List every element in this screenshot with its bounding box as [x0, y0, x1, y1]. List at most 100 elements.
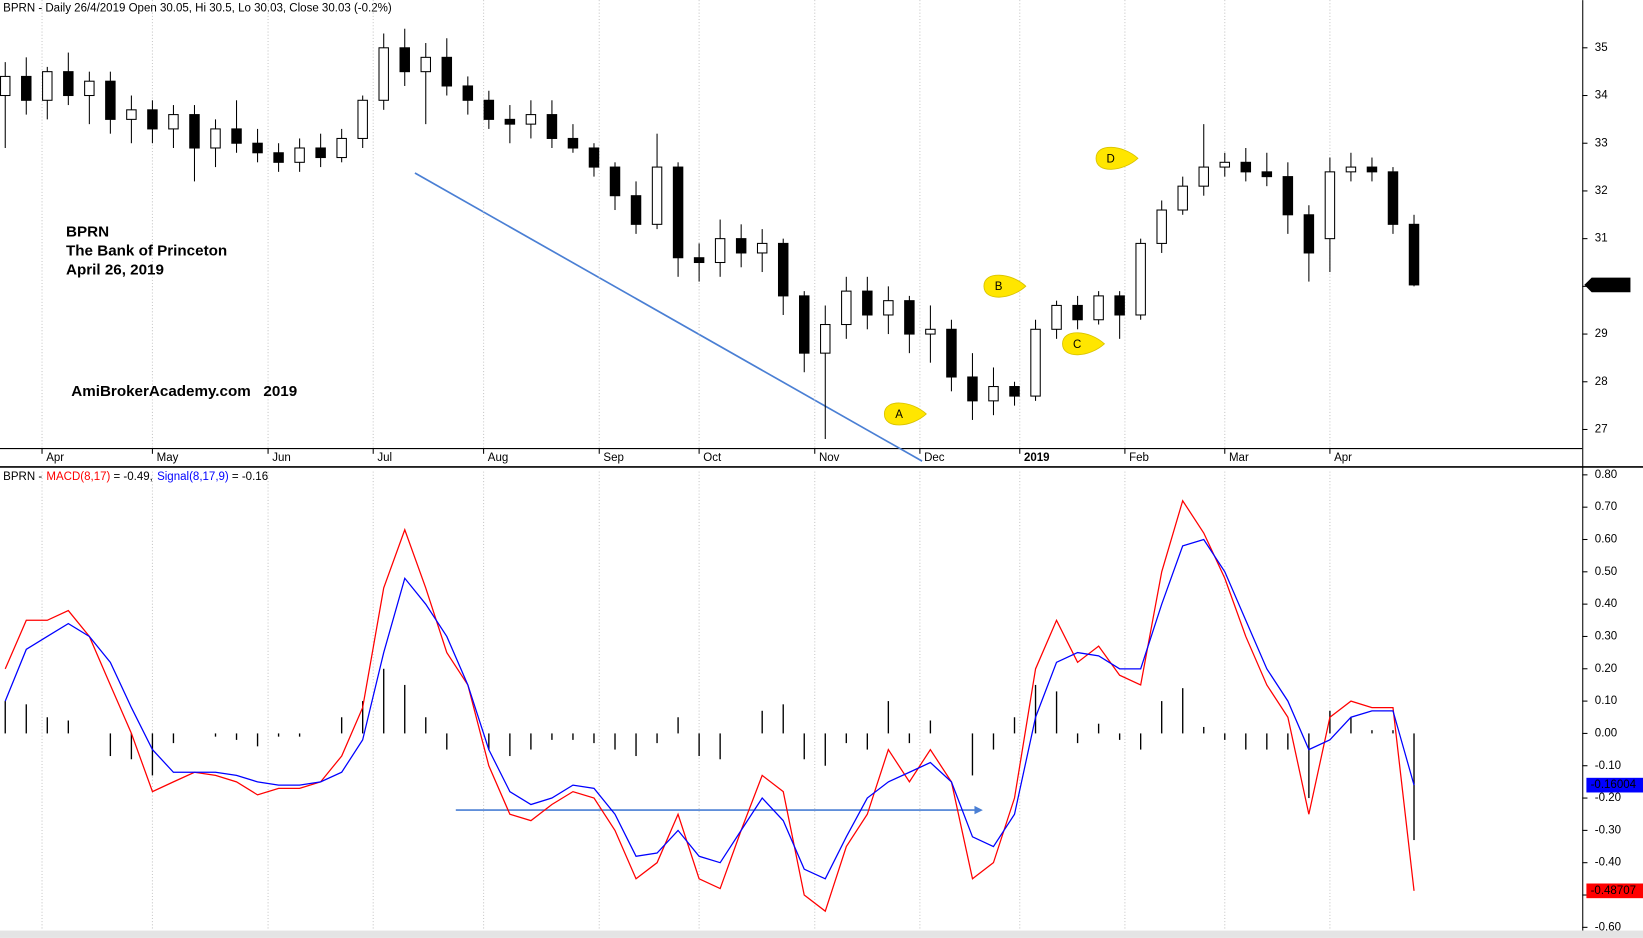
candle-body — [841, 290, 852, 326]
y-tick-label: 0.70 — [1595, 501, 1617, 513]
x-tick-label: Jun — [272, 452, 291, 464]
y-tick-label: 0.10 — [1595, 695, 1617, 707]
x-tick-label: Nov — [819, 452, 840, 464]
y-tick-label: 0.00 — [1595, 727, 1617, 739]
candle-body — [820, 323, 831, 354]
candle-body — [1366, 166, 1378, 173]
y-tick-label: 0.60 — [1595, 534, 1617, 546]
chart-title: BPRN - Daily 26/4/2019 Open 30.05, Hi 30… — [3, 3, 392, 15]
candle-body — [252, 142, 263, 154]
price-tag-label: 30.03 — [1593, 279, 1622, 291]
candle-body — [105, 80, 116, 120]
candle-body — [525, 114, 537, 125]
candle-body — [883, 300, 894, 316]
marker-label: A — [895, 409, 903, 421]
candle-body — [504, 118, 516, 125]
y-tick-label: -0.20 — [1595, 792, 1621, 804]
y-tick-label: 33 — [1595, 137, 1608, 149]
macd-title-part: = -0.49, — [114, 471, 153, 483]
macd-title-part: = -0.16 — [232, 471, 268, 483]
annotation: The Bank of Princeton — [66, 243, 227, 260]
macd-title-part: BPRN - — [3, 471, 42, 483]
candle-body — [357, 99, 368, 139]
y-tick-label: -0.30 — [1595, 824, 1621, 836]
trend-line — [414, 172, 923, 462]
candle-body — [483, 99, 495, 120]
macd-title-part: MACD(8,17) — [46, 471, 110, 483]
candle-body — [1387, 171, 1399, 225]
candle-body — [925, 328, 936, 335]
candle-body — [1303, 214, 1315, 254]
candle-body — [1009, 386, 1020, 397]
candle-body — [756, 242, 768, 254]
x-tick-label: May — [157, 452, 179, 464]
candle-body — [609, 166, 621, 197]
marker-label: B — [995, 281, 1003, 293]
candle-body — [147, 109, 158, 130]
annotation: BPRN — [66, 224, 109, 241]
macd-title: BPRN - MACD(8,17) = -0.49, Signal(8,17,9) = … — [3, 471, 268, 483]
candle-body — [967, 376, 978, 402]
marker-bubble — [1062, 332, 1106, 356]
candle-body — [862, 290, 873, 316]
marker-bubble — [1095, 146, 1139, 170]
candle-body — [378, 47, 389, 101]
candle-body — [567, 137, 579, 149]
candle-body — [84, 80, 95, 97]
candle-body — [336, 137, 347, 159]
candle-body — [420, 56, 432, 73]
candle-body — [588, 147, 600, 168]
marker-bubble — [983, 274, 1027, 298]
y-tick-label: 34 — [1595, 90, 1608, 102]
candle-body — [714, 238, 726, 264]
candle-body — [189, 114, 200, 149]
candle-body — [651, 166, 663, 225]
candle-body — [1219, 161, 1231, 168]
y-tick-label: 35 — [1595, 42, 1608, 54]
candle-body — [1198, 166, 1209, 187]
candle-body — [315, 147, 326, 159]
candle-body — [1051, 304, 1062, 330]
candle-body — [1324, 171, 1336, 240]
y-tick-label: 29 — [1595, 328, 1608, 340]
x-tick-label: Oct — [703, 452, 722, 464]
y-tick-label: 32 — [1595, 185, 1608, 197]
marker-bubble — [883, 402, 927, 426]
candle-body — [1282, 176, 1294, 216]
value-tag — [1586, 883, 1643, 899]
candle-body — [441, 56, 453, 87]
x-tick-label: Dec — [924, 452, 945, 464]
candle-body — [1177, 185, 1188, 211]
candle-body — [1240, 161, 1252, 173]
arrow-head — [974, 805, 983, 815]
annotation: April 26, 2019 — [66, 261, 164, 278]
candle-body — [904, 300, 915, 335]
candle-body — [63, 71, 74, 97]
y-tick-label: -0.10 — [1595, 760, 1621, 772]
y-tick-label: 0.50 — [1595, 566, 1617, 578]
x-tick-label: Mar — [1229, 452, 1249, 464]
y-tick-label: -0.60 — [1595, 921, 1621, 933]
candle-body — [1261, 171, 1273, 178]
y-tick-label: 27 — [1595, 424, 1608, 436]
x-tick-label: Feb — [1129, 452, 1149, 464]
candle-body — [630, 195, 642, 225]
candle-body — [126, 109, 137, 120]
value-tag — [1586, 777, 1643, 793]
candle-body — [399, 47, 410, 73]
x-tick-label: Sep — [603, 452, 623, 464]
candle-body — [168, 114, 179, 130]
series-line — [4, 499, 1415, 913]
candle-body — [735, 238, 747, 254]
candle-body — [988, 386, 999, 402]
candle-body — [294, 147, 305, 163]
y-tick-label: 31 — [1595, 233, 1608, 245]
candle-body — [0, 75, 11, 97]
candle-body — [1135, 242, 1146, 316]
candle-body — [1345, 166, 1357, 173]
x-tick-label: 2019 — [1024, 452, 1050, 464]
candle-body — [1156, 209, 1167, 244]
candle-body — [273, 152, 284, 163]
y-tick-label: 0.80 — [1595, 469, 1617, 481]
